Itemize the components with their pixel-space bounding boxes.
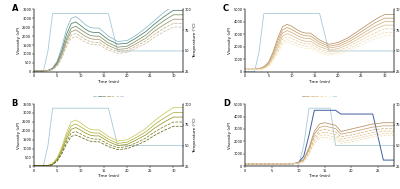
X-axis label: Time (min): Time (min) [308, 80, 331, 84]
Text: A: A [12, 5, 18, 13]
Text: D: D [223, 99, 230, 108]
Y-axis label: Viscosity (cP): Viscosity (cP) [228, 122, 232, 149]
Legend: , , , , , , , : , , , , , , , [301, 187, 338, 189]
Text: C: C [223, 5, 229, 13]
Legend: , , , , , , : , , , , , , [92, 93, 125, 99]
Text: B: B [12, 99, 18, 108]
Legend: , , , , , , , : , , , , , , , [301, 93, 338, 99]
Y-axis label: Viscosity (cP): Viscosity (cP) [17, 27, 21, 54]
Y-axis label: Viscosity (cP): Viscosity (cP) [17, 122, 21, 149]
Y-axis label: Temperature (°C): Temperature (°C) [193, 23, 197, 58]
Y-axis label: Viscosity (cP): Viscosity (cP) [228, 27, 232, 54]
Legend: , , , , , : , , , , , [94, 187, 122, 189]
X-axis label: Time (min): Time (min) [97, 80, 120, 84]
X-axis label: Time (min): Time (min) [308, 174, 331, 178]
Y-axis label: Temperature (°C): Temperature (°C) [193, 117, 197, 153]
X-axis label: Time (min): Time (min) [97, 174, 120, 178]
